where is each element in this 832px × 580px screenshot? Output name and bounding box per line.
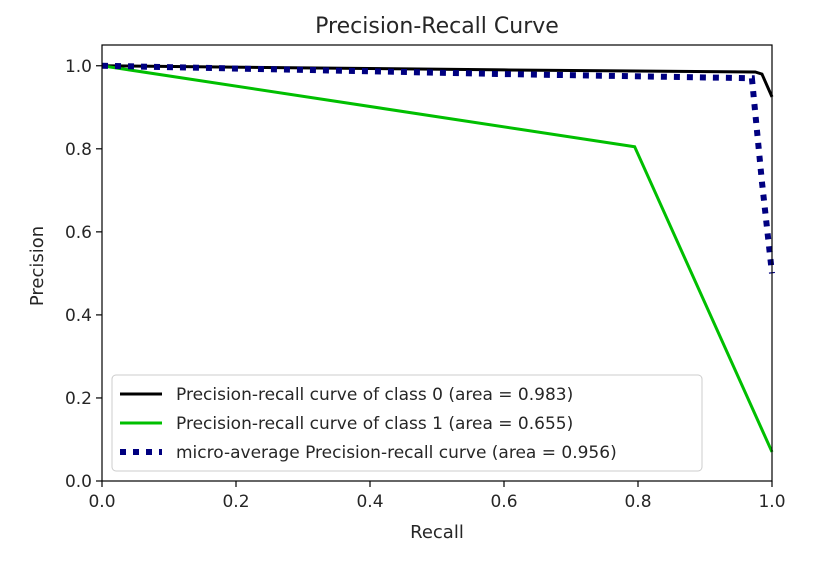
legend-label-0: Precision-recall curve of class 0 (area … bbox=[176, 385, 573, 405]
y-tick-label: 0.2 bbox=[65, 389, 92, 409]
x-tick-label: 0.6 bbox=[490, 492, 517, 512]
x-tick-label: 1.0 bbox=[758, 492, 785, 512]
legend-box bbox=[111, 374, 703, 472]
x-tick-label: 0.0 bbox=[88, 492, 115, 512]
y-tick-label: 1.0 bbox=[65, 57, 92, 77]
y-tick-label: 0.0 bbox=[65, 472, 92, 492]
x-axis-label: Recall bbox=[410, 522, 464, 543]
legend: Precision-recall curve of class 0 (area … bbox=[111, 374, 703, 472]
series-line-1 bbox=[101, 64, 774, 453]
y-tick-label: 0.6 bbox=[65, 223, 92, 243]
axes-frame bbox=[101, 44, 773, 482]
y-tick-label: 0.4 bbox=[65, 306, 92, 326]
legend-label-1: Precision-recall curve of class 1 (area … bbox=[176, 414, 573, 434]
x-tick-label: 0.8 bbox=[624, 492, 651, 512]
chart-title: Precision-Recall Curve bbox=[315, 14, 559, 39]
y-tick-label: 0.8 bbox=[65, 140, 92, 160]
x-tick-label: 0.4 bbox=[356, 492, 383, 512]
legend-label-2: micro-average Precision-recall curve (ar… bbox=[176, 443, 617, 463]
series-line-2 bbox=[101, 62, 775, 274]
plot-area: 0.0 0.2 0.4 0.6 0.8 1.0 0.0 0.2 0.4 0.6 0.8 1.0 bbox=[65, 44, 786, 512]
y-axis-label: Precision bbox=[27, 226, 48, 306]
x-tick-label: 0.2 bbox=[222, 492, 249, 512]
series-line-0 bbox=[101, 64, 774, 98]
